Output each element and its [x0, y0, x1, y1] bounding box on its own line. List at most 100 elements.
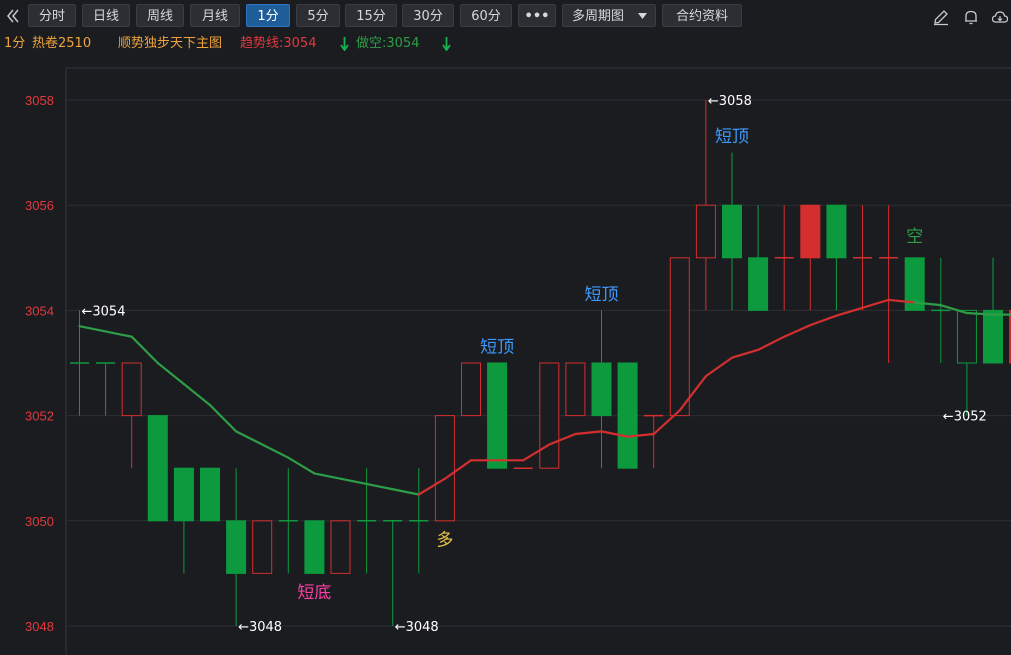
candle — [695, 100, 716, 311]
trend-segment — [443, 459, 473, 480]
trend-segment — [652, 409, 681, 436]
trend-segment — [965, 311, 995, 316]
trend-segment — [261, 443, 290, 459]
signal-label: 短顶 — [480, 337, 514, 357]
trend-segment — [809, 314, 838, 327]
candle-body — [904, 257, 925, 311]
price-mark-label: ←3052 — [943, 410, 987, 425]
candle-body — [173, 467, 194, 522]
candle — [487, 362, 508, 469]
candle-body — [226, 520, 247, 574]
bell-icon[interactable] — [962, 8, 980, 26]
candle — [173, 467, 194, 574]
y-tick-label: 3052 — [25, 409, 54, 424]
period-button-15min[interactable]: 15分 — [345, 4, 397, 27]
candle — [252, 520, 273, 574]
candle — [383, 520, 403, 626]
candle — [826, 204, 847, 311]
candle-body — [304, 520, 325, 574]
candle-body — [748, 257, 769, 311]
candle — [330, 520, 351, 574]
candle-body — [826, 204, 847, 259]
candle — [617, 362, 638, 469]
period-button-weekly[interactable]: 周线 — [136, 4, 184, 27]
period-button-timeshare[interactable]: 分时 — [28, 4, 76, 27]
candle — [983, 257, 1003, 364]
signal-label: 多 — [436, 530, 453, 550]
candle — [956, 309, 977, 416]
candle — [409, 468, 429, 574]
candle-body — [591, 362, 612, 417]
candle — [278, 468, 298, 574]
contract-info-button[interactable]: 合约资料 — [662, 4, 742, 27]
period-button-5min[interactable]: 5分 — [296, 4, 340, 27]
candle — [1009, 309, 1011, 364]
trend-segment — [78, 325, 107, 333]
candles — [70, 100, 1011, 626]
trend-segment — [156, 361, 185, 386]
cloud-download-icon[interactable] — [991, 8, 1009, 26]
arrow-down-icon — [442, 37, 451, 51]
trend-segment — [235, 430, 264, 446]
y-tick-label: 3058 — [25, 93, 54, 108]
candle — [147, 415, 168, 522]
multi-period-label: 多周期图 — [572, 9, 625, 24]
y-tick-label: 3048 — [25, 619, 54, 634]
trend-segment — [339, 477, 368, 486]
candle-body — [695, 204, 716, 259]
trend-segment — [365, 482, 394, 491]
candle-body — [722, 204, 742, 259]
period-label: 1分 — [4, 36, 26, 51]
candle-body — [565, 362, 586, 417]
period-button-30min[interactable]: 30分 — [402, 4, 454, 27]
trend-line — [78, 298, 1011, 496]
trend-segment — [600, 430, 629, 438]
edit-pencil-icon[interactable] — [932, 8, 950, 26]
trend-segment — [313, 472, 342, 480]
candle — [96, 362, 116, 416]
caret-down-icon — [638, 13, 647, 19]
period-button-60min[interactable]: 60分 — [460, 4, 512, 27]
trend-segment — [522, 443, 551, 462]
period-button-daily[interactable]: 日线 — [82, 4, 130, 27]
y-axis: 3048 3050 3052 3054 3056 3058 — [25, 93, 54, 634]
trend-segment — [756, 335, 786, 351]
candle — [853, 205, 872, 311]
trend-segment — [861, 298, 890, 309]
candle — [357, 468, 377, 574]
candle — [70, 310, 89, 416]
period-button-1min[interactable]: 1分 — [246, 4, 290, 27]
period-button-monthly[interactable]: 月线 — [190, 4, 240, 27]
double-chevron-left-icon[interactable] — [4, 7, 22, 25]
trend-segment — [574, 430, 603, 436]
arrow-down-icon — [340, 37, 349, 51]
candle-body — [1009, 309, 1011, 364]
toolbar: 分时 日线 周线 月线 1分 5分 15分 30分 60分 ••• 多周期图 合… — [0, 0, 1011, 32]
trend-segment — [104, 330, 133, 338]
candle — [748, 205, 769, 311]
candle-body — [539, 362, 560, 469]
candle — [304, 520, 325, 574]
more-button[interactable]: ••• — [518, 4, 556, 27]
y-tick-label: 3050 — [25, 514, 54, 529]
candle-body — [956, 309, 977, 364]
candle-body — [461, 362, 481, 417]
candle — [200, 467, 220, 522]
candle — [121, 362, 142, 469]
short-signal-value: 做空:3054 — [356, 36, 420, 51]
trend-segment — [182, 382, 212, 407]
trend-segment — [548, 432, 577, 446]
candle — [461, 362, 481, 417]
candle — [226, 468, 247, 626]
instrument-label: 热卷2510 — [32, 36, 92, 51]
multi-period-dropdown[interactable]: 多周期图 — [562, 4, 656, 27]
candle — [931, 257, 951, 363]
trend-segment — [887, 298, 916, 304]
candle — [565, 362, 586, 417]
trend-line-value: 趋势线:3054 — [240, 36, 317, 51]
candle-body — [983, 309, 1003, 364]
candle-body — [147, 415, 168, 522]
candle — [644, 414, 664, 469]
